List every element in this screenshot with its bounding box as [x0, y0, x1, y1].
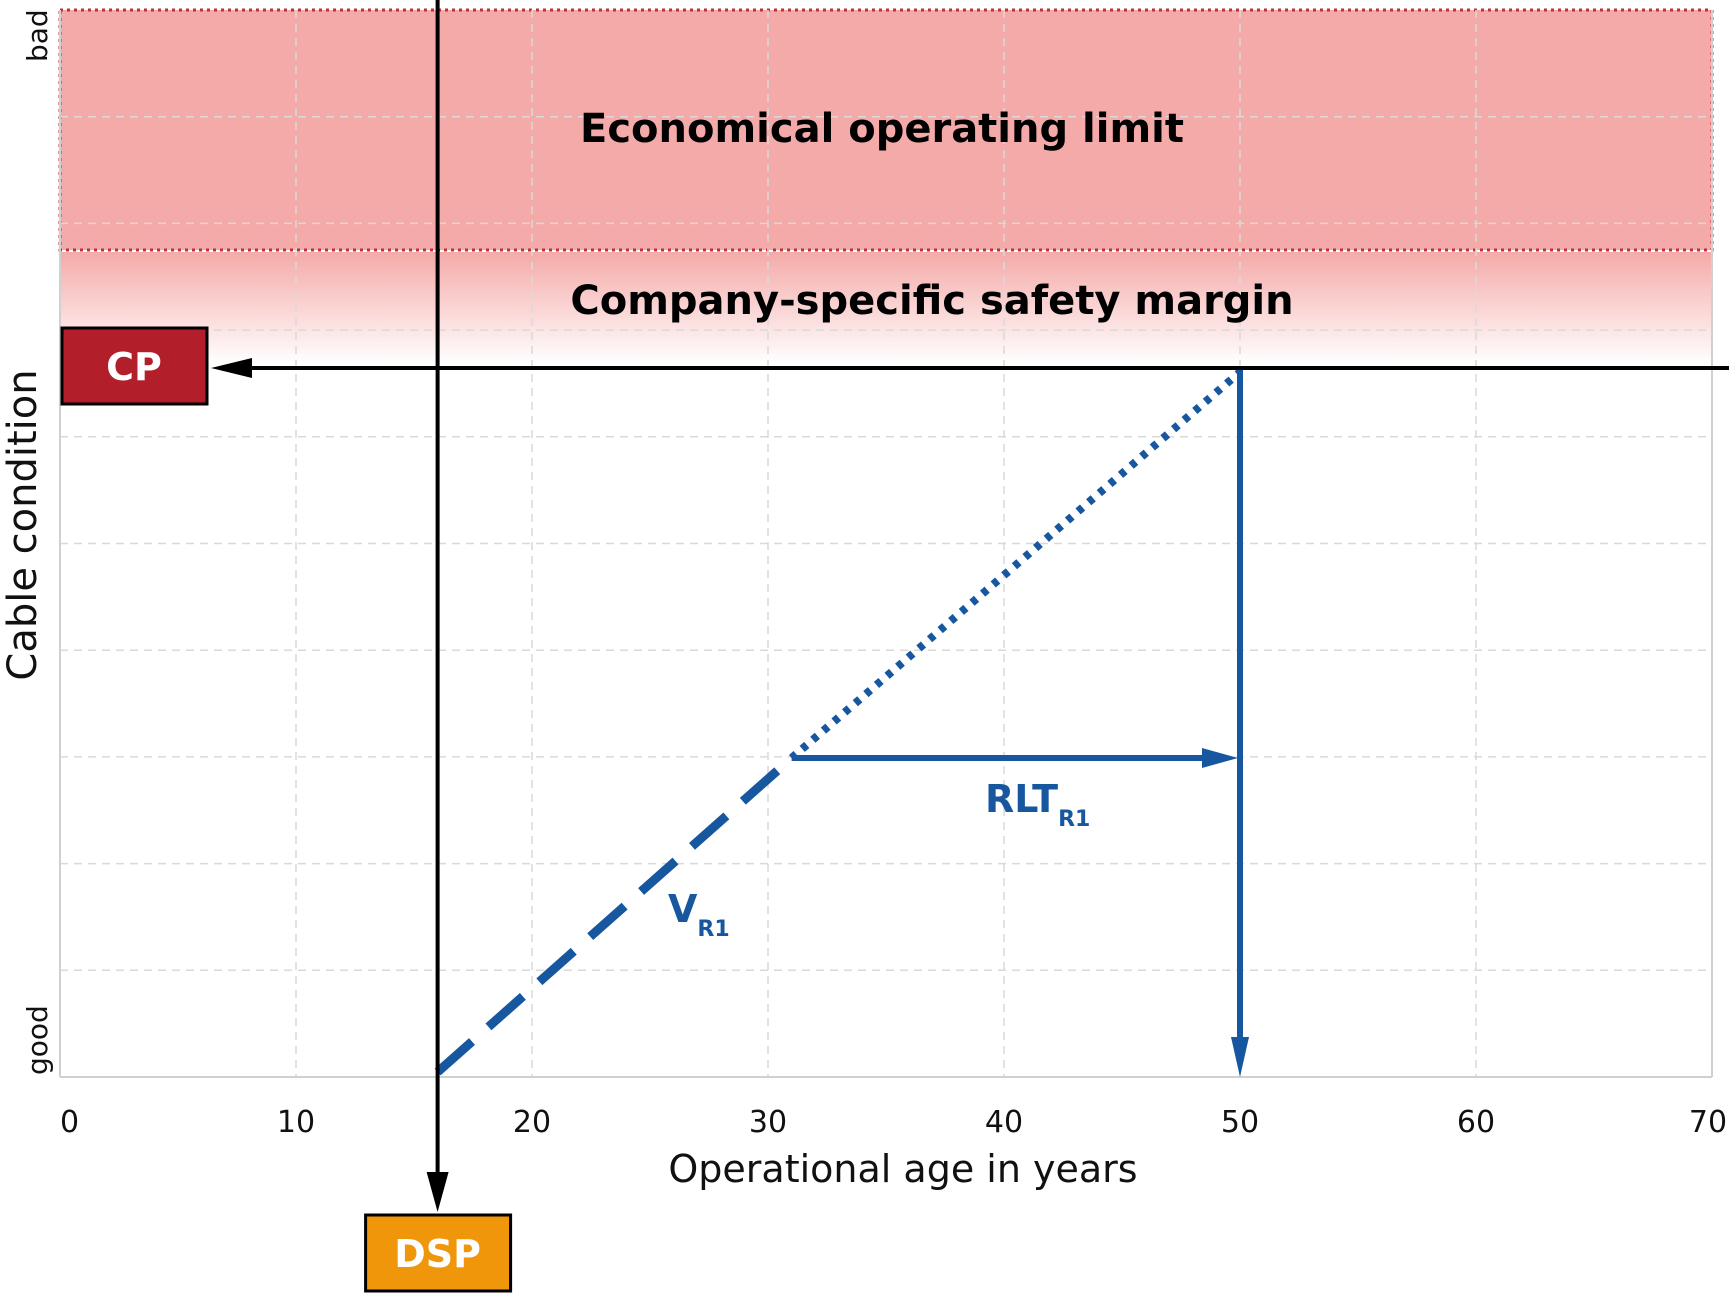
- x-tick-label: 0: [60, 1105, 79, 1140]
- dsp-arrow-head: [426, 1172, 449, 1212]
- rlt-label: RLTR1: [985, 777, 1090, 832]
- velocity-label: VR1: [668, 887, 730, 942]
- rlt-arrow-head: [1202, 748, 1238, 768]
- x-tick-label: 50: [1221, 1105, 1259, 1140]
- y-axis-label: Cable condition: [0, 369, 46, 680]
- velocity-main: V: [668, 887, 698, 931]
- safety-margin-band: [60, 252, 1712, 364]
- economical-limit-band: [58, 8, 1714, 252]
- x-tick-labels: 0 10 20 30 40 50 60 70: [60, 1105, 1727, 1140]
- y-axis-bottom-label: good: [21, 1005, 54, 1075]
- x-tick-label: 20: [513, 1105, 551, 1140]
- dsp-box: [364, 1213, 513, 1293]
- x-tick-label: 10: [277, 1105, 315, 1140]
- economical-limit-label: Economical operating limit: [580, 106, 1184, 152]
- x-axis-label: Operational age in years: [668, 1147, 1137, 1191]
- x-tick-label: 70: [1689, 1105, 1727, 1140]
- y-axis-top-label: bad: [21, 9, 54, 62]
- safety-margin-label: Company-specific safety margin: [570, 278, 1293, 324]
- cp-arrow-head: [211, 358, 252, 378]
- end-of-life-arrow-head: [1231, 1037, 1249, 1077]
- x-tick-label: 40: [985, 1105, 1023, 1140]
- rlt-main: RLT: [985, 777, 1058, 821]
- rlt-subscript: R1: [1058, 807, 1090, 832]
- velocity-dashed-line: [434, 754, 795, 1076]
- x-tick-label: 30: [749, 1105, 787, 1140]
- velocity-subscript: R1: [697, 917, 729, 942]
- dsp-label: DSP: [394, 1232, 481, 1276]
- cp-label: CP: [106, 345, 162, 389]
- extrapolation-dotted-line: [788, 368, 1243, 762]
- cp-box: [60, 326, 209, 406]
- x-tick-label: 60: [1457, 1105, 1495, 1140]
